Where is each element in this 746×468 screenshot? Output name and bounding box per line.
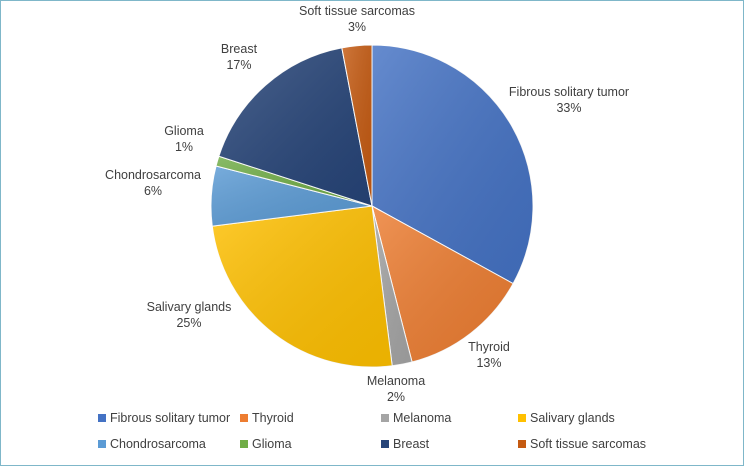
- slice-label-percent: 2%: [387, 390, 405, 404]
- slice-label-percent: 25%: [176, 316, 201, 330]
- slice-label-name: Soft tissue sarcomas: [299, 4, 415, 18]
- pie-slice-shading: [372, 206, 514, 362]
- slice-data-label: Breast 17%: [221, 42, 258, 72]
- slice-label-name: Thyroid: [468, 340, 510, 354]
- slice-data-label: Chondrosarcoma 6%: [105, 168, 201, 198]
- slice-data-label: Soft tissue sarcomas 3%: [299, 4, 415, 34]
- legend: Fibrous solitary tumor Thyroid Melanoma Sal…: [1, 406, 745, 461]
- pie-slice-shading: [218, 47, 372, 206]
- legend-label: Chondrosarcoma: [110, 437, 206, 451]
- legend-swatch: [240, 440, 248, 448]
- legend-item-breast: Breast: [381, 437, 429, 451]
- pie-slice-shading: [341, 45, 372, 206]
- slices-group: [210, 44, 534, 368]
- legend-swatch: [518, 440, 526, 448]
- legend-item-fibrous-solitary-tumor: Fibrous solitary tumor: [98, 411, 230, 425]
- legend-item-salivary-glands: Salivary glands: [518, 411, 615, 425]
- slice-label-percent: 1%: [175, 140, 193, 154]
- pie-slice-shading: [211, 165, 372, 227]
- slice-label-name: Melanoma: [367, 374, 425, 388]
- slice-label-percent: 3%: [348, 20, 366, 34]
- pie-chart: Fibrous solitary tumor 33% Thyroid 13% Melan…: [105, 4, 629, 404]
- pie-slice-shading: [372, 206, 413, 366]
- slice-data-label: Melanoma 2%: [367, 374, 425, 404]
- legend-label: Melanoma: [393, 411, 452, 425]
- labels-group: Fibrous solitary tumor 33% Thyroid 13% Melan…: [105, 4, 629, 404]
- legend-swatch: [240, 414, 248, 422]
- slice-label-name: Chondrosarcoma: [105, 168, 201, 182]
- legend-label: Fibrous solitary tumor: [110, 411, 231, 425]
- legend-label: Salivary glands: [530, 411, 615, 425]
- slice-data-label: Salivary glands 25%: [147, 300, 232, 330]
- legend-item-soft-tissue-sarcomas: Soft tissue sarcomas: [518, 437, 646, 451]
- slice-label-name: Breast: [221, 42, 258, 56]
- slice-label-percent: 6%: [144, 184, 162, 198]
- slice-data-label: Thyroid 13%: [468, 340, 510, 370]
- legend-swatch: [518, 414, 526, 422]
- legend-swatch: [381, 440, 389, 448]
- legend-label: Thyroid: [252, 411, 294, 425]
- legend-item-melanoma: Melanoma: [381, 411, 451, 425]
- legend-swatch: [381, 414, 389, 422]
- pie-slice-shading: [212, 206, 393, 367]
- slice-data-label: Glioma 1%: [164, 124, 204, 154]
- legend-swatch: [98, 440, 106, 448]
- slice-label-name: Glioma: [164, 124, 204, 138]
- legend-label: Soft tissue sarcomas: [530, 437, 647, 451]
- legend-label: Breast: [393, 437, 430, 451]
- legend-label: Glioma: [252, 437, 292, 451]
- slice-label-percent: 33%: [556, 101, 581, 115]
- legend-swatch: [98, 414, 106, 422]
- legend-item-chondrosarcoma: Chondrosarcoma: [98, 437, 206, 451]
- legend-item-glioma: Glioma: [240, 437, 292, 451]
- slice-label-percent: 17%: [226, 58, 251, 72]
- slice-data-label: Fibrous solitary tumor 33%: [509, 85, 629, 115]
- slice-label-name: Fibrous solitary tumor: [509, 85, 629, 99]
- legend-item-thyroid: Thyroid: [240, 411, 294, 425]
- pie-slice-shading: [372, 45, 534, 284]
- slice-label-percent: 13%: [476, 356, 501, 370]
- slice-label-name: Salivary glands: [147, 300, 232, 314]
